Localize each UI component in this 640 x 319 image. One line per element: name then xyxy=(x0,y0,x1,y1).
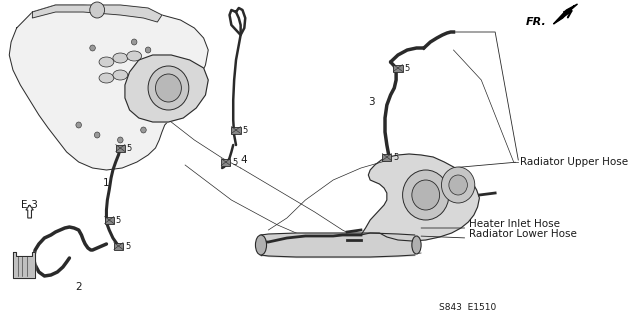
Text: 5: 5 xyxy=(116,216,121,225)
Ellipse shape xyxy=(113,70,128,80)
Circle shape xyxy=(449,175,467,195)
Bar xyxy=(221,159,230,166)
FancyArrow shape xyxy=(26,205,33,218)
Ellipse shape xyxy=(99,57,114,67)
Bar xyxy=(232,127,241,133)
Ellipse shape xyxy=(412,236,421,254)
Text: 5: 5 xyxy=(394,153,399,162)
Polygon shape xyxy=(554,4,577,24)
Circle shape xyxy=(145,47,151,53)
Text: 3: 3 xyxy=(368,97,375,107)
Circle shape xyxy=(148,66,189,110)
Circle shape xyxy=(403,170,449,220)
Ellipse shape xyxy=(113,53,128,63)
Circle shape xyxy=(90,45,95,51)
Circle shape xyxy=(90,2,104,18)
Ellipse shape xyxy=(255,235,266,255)
Polygon shape xyxy=(125,55,208,122)
Circle shape xyxy=(442,167,475,203)
Text: Radiator Upper Hose: Radiator Upper Hose xyxy=(520,157,628,167)
Polygon shape xyxy=(13,252,35,278)
Polygon shape xyxy=(33,5,162,22)
Ellipse shape xyxy=(127,51,141,61)
Circle shape xyxy=(95,132,100,138)
Circle shape xyxy=(76,122,81,128)
Text: FR.: FR. xyxy=(525,17,546,27)
Text: 5: 5 xyxy=(232,158,237,167)
Text: 5: 5 xyxy=(127,144,132,153)
Text: 5: 5 xyxy=(243,126,248,135)
Circle shape xyxy=(156,74,181,102)
Bar xyxy=(116,145,125,152)
Text: 1: 1 xyxy=(102,178,109,188)
Text: 5: 5 xyxy=(404,64,410,73)
Bar xyxy=(394,64,403,71)
Bar xyxy=(114,242,123,249)
Circle shape xyxy=(118,137,123,143)
Text: Heater Inlet Hose: Heater Inlet Hose xyxy=(469,219,560,229)
Text: Radiator Lower Hose: Radiator Lower Hose xyxy=(469,229,577,239)
Polygon shape xyxy=(361,154,479,241)
Circle shape xyxy=(141,127,146,133)
Ellipse shape xyxy=(99,73,114,83)
Bar xyxy=(104,217,114,224)
Polygon shape xyxy=(9,5,208,170)
Text: 2: 2 xyxy=(76,282,82,292)
Text: 5: 5 xyxy=(125,242,130,251)
Text: E-3: E-3 xyxy=(21,200,38,210)
Bar xyxy=(382,153,392,160)
Text: 4: 4 xyxy=(241,155,247,165)
Circle shape xyxy=(131,39,137,45)
Circle shape xyxy=(412,180,440,210)
Text: S843  E1510: S843 E1510 xyxy=(439,303,496,313)
